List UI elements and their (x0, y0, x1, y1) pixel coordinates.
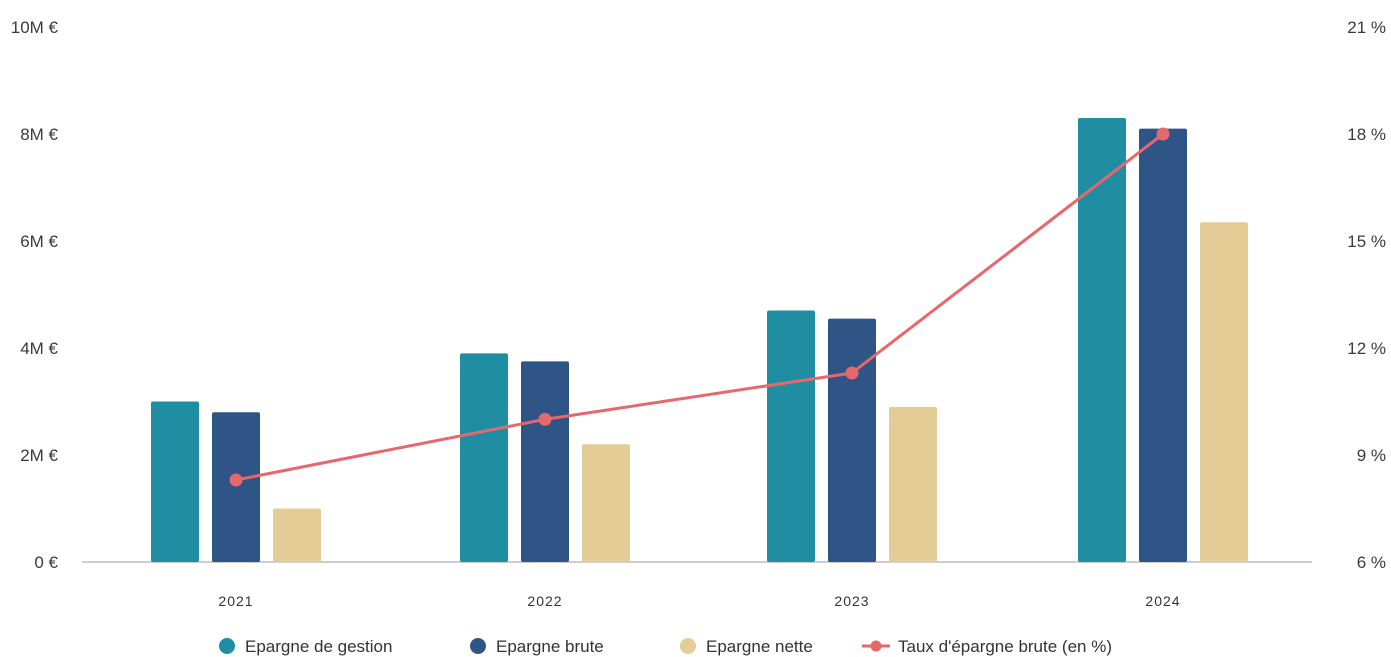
legend: Epargne de gestion Epargne brute Epargne n… (219, 637, 1112, 656)
rate-point-2021 (229, 473, 243, 487)
left-axis-tick-label: 4M € (20, 339, 58, 358)
rate-point-2022 (538, 412, 552, 426)
right-axis-tick-label: 12 % (1347, 339, 1386, 358)
bar-epargne-de-gestion-2023 (767, 310, 815, 562)
right-axis-ticks: 6 % 9 % 12 % 15 % 18 % 21 % (1347, 18, 1386, 572)
left-axis-tick-label: 0 € (34, 553, 58, 572)
left-axis-tick-label: 6M € (20, 232, 58, 251)
legend-label: Epargne brute (496, 637, 604, 656)
legend-label: Epargne nette (706, 637, 813, 656)
bar-epargne-de-gestion-2024 (1078, 117, 1126, 562)
x-axis-tick-label: 2022 (527, 593, 562, 609)
right-axis-tick-label: 9 % (1357, 446, 1386, 465)
legend-swatch (470, 638, 486, 654)
x-axis-ticks: 2021 2022 2023 2024 (218, 593, 1180, 609)
bar-epargne-nette-2021 (273, 508, 321, 562)
bar-epargne-nette-2024 (1200, 222, 1248, 562)
bar-epargne-nette-2022 (582, 444, 630, 562)
x-axis-tick-label: 2024 (1145, 593, 1180, 609)
left-axis-tick-label: 8M € (20, 125, 58, 144)
bar-epargne-de-gestion-2022 (460, 353, 508, 562)
legend-swatch (219, 638, 235, 654)
right-axis-tick-label: 15 % (1347, 232, 1386, 251)
rate-line-series (229, 127, 1170, 487)
bar-epargne-brute-2023 (828, 318, 876, 562)
legend-label: Epargne de gestion (245, 637, 392, 656)
right-axis-tick-label: 21 % (1347, 18, 1386, 37)
legend-swatch (680, 638, 696, 654)
bar-epargne-de-gestion-2021 (151, 401, 199, 562)
bar-epargne-brute-2024 (1139, 128, 1187, 562)
legend-swatch-marker (870, 640, 882, 652)
rate-point-2023 (845, 366, 859, 380)
right-axis-tick-label: 6 % (1357, 553, 1386, 572)
bar-epargne-brute-2021 (212, 412, 260, 562)
bars (151, 117, 1248, 562)
bar-epargne-brute-2022 (521, 361, 569, 562)
rate-point-2024 (1156, 127, 1170, 141)
rate-line (235, 132, 1164, 482)
left-axis-tick-label: 2M € (20, 446, 58, 465)
legend-label: Taux d'épargne brute (en %) (898, 637, 1112, 656)
right-axis-tick-label: 18 % (1347, 125, 1386, 144)
left-axis-tick-label: 10M € (11, 18, 59, 37)
x-axis-tick-label: 2023 (834, 593, 869, 609)
x-axis-tick-label: 2021 (218, 593, 253, 609)
bar-epargne-nette-2023 (889, 406, 937, 562)
left-axis-ticks: 0 € 2M € 4M € 6M € 8M € 10M € (11, 18, 59, 572)
